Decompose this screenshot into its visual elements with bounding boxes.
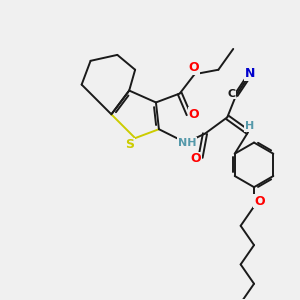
Text: S: S (125, 138, 134, 151)
Text: O: O (189, 108, 199, 121)
Text: O: O (254, 195, 265, 208)
Text: O: O (191, 152, 201, 165)
Text: H: H (245, 121, 254, 131)
Text: C: C (228, 88, 236, 98)
Text: O: O (189, 61, 199, 74)
Text: N: N (244, 67, 255, 80)
Text: NH: NH (178, 138, 196, 148)
